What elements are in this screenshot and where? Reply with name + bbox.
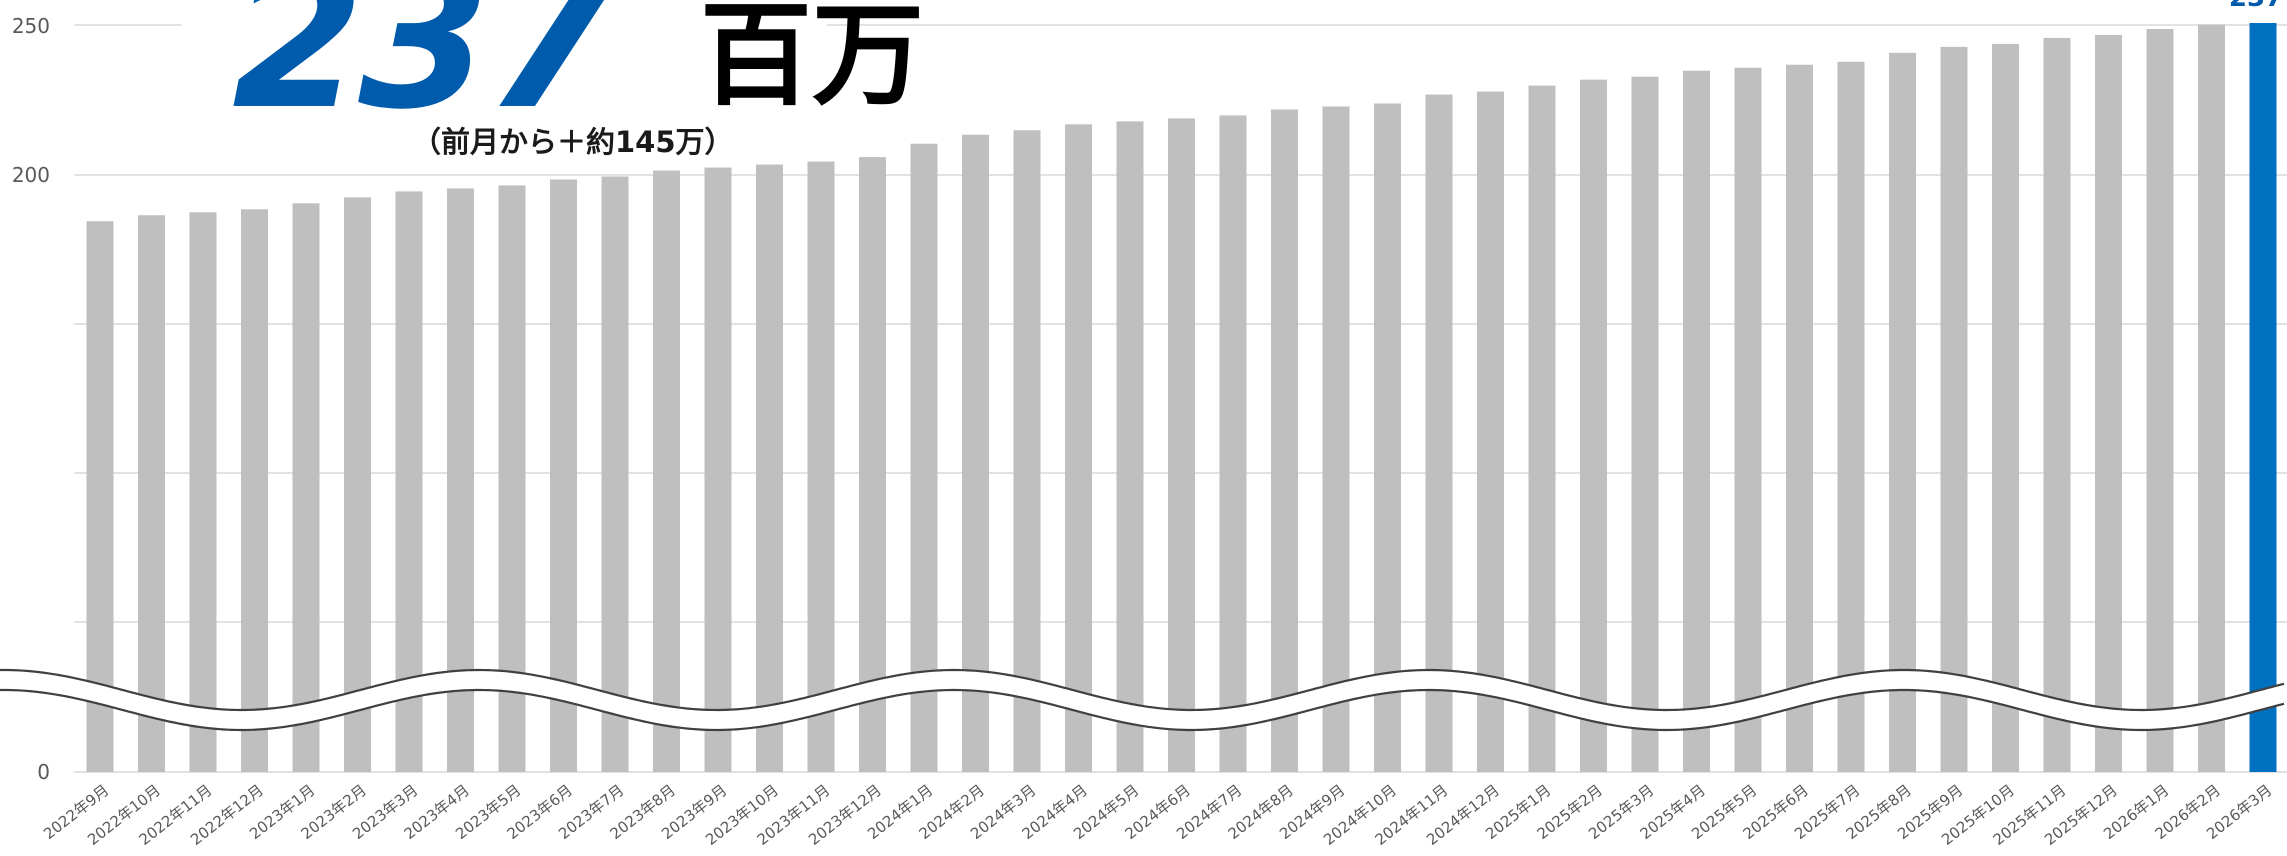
bar [1271, 109, 1298, 772]
bar [1116, 121, 1144, 773]
bar [704, 167, 732, 773]
headline-value: 237 [232, 0, 616, 151]
bar [1786, 64, 1813, 773]
y-tick-label: 250 [12, 14, 50, 38]
bar [601, 176, 629, 773]
axis-break-band [0, 670, 2287, 730]
bar [910, 143, 938, 772]
bar [1065, 124, 1092, 773]
y-tick-label: 0 [37, 760, 50, 784]
bar [241, 209, 268, 772]
bar [653, 170, 680, 772]
bar [550, 179, 577, 773]
bar [1013, 130, 1041, 773]
bar [1477, 91, 1504, 772]
bar [1219, 115, 1247, 772]
bar [2095, 34, 2122, 772]
bar [1322, 106, 1350, 772]
bar [1168, 118, 1195, 772]
bar [2198, 24, 2225, 772]
bar [807, 161, 835, 773]
axis-break-wave [0, 668, 2287, 732]
bar [962, 134, 989, 772]
bar [2249, 23, 2277, 772]
headline-backdrop [182, 0, 827, 160]
y-axis-tick-labels: 0 200 250 [12, 14, 50, 784]
bar [86, 221, 114, 772]
bar [1631, 76, 1659, 772]
bar [1889, 52, 1916, 772]
bar [1734, 67, 1762, 773]
bar [292, 203, 320, 772]
y-tick-label: 200 [12, 163, 50, 187]
headline-subtitle: （前月から＋約145万） [412, 125, 734, 159]
bar [859, 157, 886, 772]
last-bar-data-label: 237 [2229, 0, 2283, 13]
bar [1940, 46, 1968, 773]
bar [1837, 61, 1865, 772]
bar [1580, 79, 1607, 772]
axis-break-line-lower [0, 688, 2285, 732]
headline-unit: 百万 [700, 0, 924, 121]
bar [1992, 43, 2019, 772]
bar [1374, 103, 1401, 773]
x-axis-tick-labels: 2022年9月2022年10月2022年11月2022年12月2023年1月20… [40, 781, 2275, 849]
bar [189, 212, 217, 772]
bar [756, 164, 783, 772]
bar [344, 197, 371, 773]
bar [2146, 28, 2174, 773]
bar [138, 215, 165, 773]
bar [1528, 85, 1556, 773]
headline: 237 百万 （前月から＋約145万） [182, 0, 924, 160]
bar [2043, 37, 2071, 773]
bar [1425, 94, 1453, 773]
bars [86, 23, 2277, 773]
axis-break-line-upper [0, 668, 2285, 712]
bar [1683, 70, 1710, 772]
